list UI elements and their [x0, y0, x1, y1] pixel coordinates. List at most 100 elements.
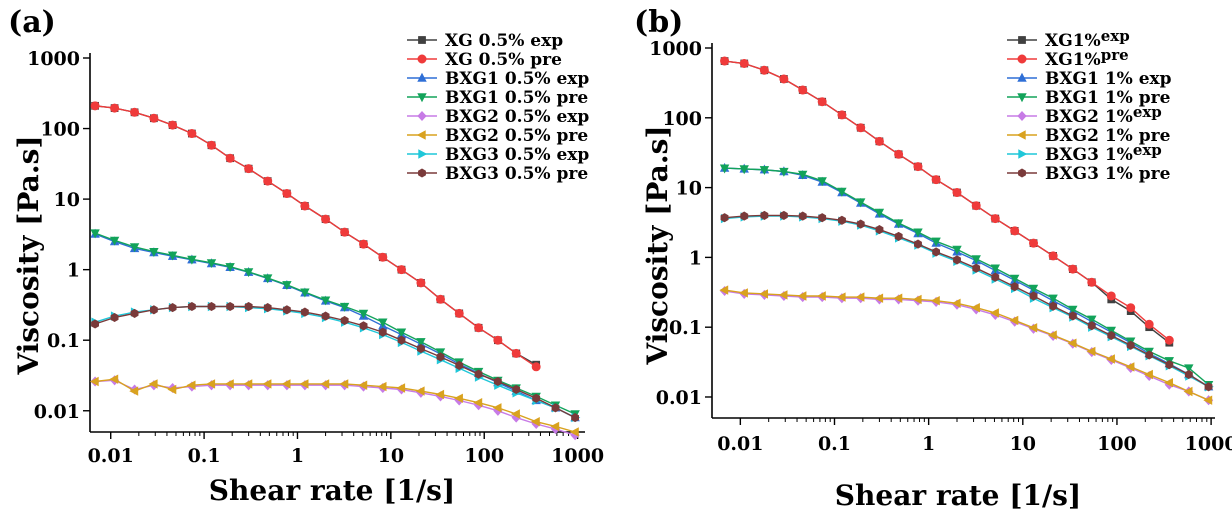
- data-point: [531, 362, 541, 372]
- data-point: [1086, 346, 1096, 357]
- data-point: [1165, 360, 1174, 370]
- data-point: [970, 303, 980, 313]
- data-point: [779, 167, 789, 177]
- panel-label-a: (a): [8, 5, 56, 40]
- data-point: [893, 293, 903, 303]
- data-point: [207, 301, 216, 312]
- legend-label: BXG3 1%exp: [1045, 141, 1162, 165]
- series-line: [94, 305, 576, 419]
- series-bxg3-0-5-exp-a: [91, 301, 581, 423]
- legend-item: BXG3 1%exp: [1007, 141, 1162, 165]
- data-point: [110, 103, 120, 113]
- data-point: [453, 393, 463, 403]
- legend-marker: [417, 72, 427, 82]
- data-point: [340, 315, 349, 326]
- data-point: [837, 187, 847, 197]
- data-point: [300, 288, 310, 298]
- data-point: [109, 236, 120, 246]
- data-point: [225, 153, 235, 163]
- data-point: [856, 198, 866, 208]
- x-tick-label: 1: [291, 445, 304, 467]
- data-point: [435, 389, 445, 400]
- x-tick-label: 1: [922, 433, 935, 455]
- data-point: [186, 380, 196, 390]
- data-point: [798, 170, 808, 180]
- data-point: [244, 301, 253, 312]
- legend-item: XG1%pre: [1007, 46, 1129, 70]
- x-tick-label: 0.01: [88, 445, 134, 467]
- data-point: [991, 272, 1000, 282]
- legend-label: XG1%exp: [1045, 27, 1130, 51]
- data-point: [167, 384, 177, 395]
- data-point: [512, 384, 521, 395]
- data-point: [492, 403, 502, 413]
- series-bxg1-1-exp-b: [719, 162, 1214, 391]
- data-point: [951, 298, 961, 308]
- chart-panel-a: (a) Viscosity [Pa.s] Shear rate [1/s] 0.…: [8, 5, 604, 507]
- data-point: [282, 305, 291, 315]
- data-point: [1049, 301, 1058, 311]
- data-point: [1029, 291, 1038, 301]
- data-point: [224, 379, 234, 389]
- data-point: [282, 189, 292, 199]
- legend-marker: [1018, 36, 1026, 44]
- x-tick-label: 100: [1097, 433, 1137, 455]
- data-point: [1047, 330, 1057, 340]
- data-point: [798, 211, 807, 221]
- legend-marker: [1017, 93, 1027, 103]
- data-point: [952, 188, 962, 198]
- legend-marker: [1016, 130, 1026, 140]
- data-point: [244, 164, 254, 174]
- x-tick-label: 1000: [1185, 433, 1232, 455]
- data-point: [226, 301, 235, 312]
- data-point: [436, 352, 445, 362]
- legend-label: BXG1 1% pre: [1045, 88, 1171, 108]
- data-point: [1105, 354, 1115, 364]
- y-tick-label: 10: [54, 189, 80, 211]
- legend-item: BXG3 0.5% exp: [407, 145, 589, 165]
- data-point: [912, 294, 922, 305]
- data-point: [1164, 335, 1174, 345]
- data-point: [454, 308, 464, 318]
- data-point: [474, 323, 484, 333]
- data-point: [263, 176, 273, 186]
- data-point: [530, 417, 540, 427]
- data-point: [952, 245, 962, 255]
- data-point: [817, 97, 827, 107]
- data-point: [894, 149, 904, 159]
- y-tick-label: 10: [676, 178, 702, 200]
- legend-label: BXG2 1%exp: [1045, 103, 1162, 127]
- data-point: [511, 348, 521, 358]
- y-tick-label: 0.1: [669, 317, 702, 339]
- data-point: [474, 369, 483, 379]
- legend-label: BXG3 0.5% pre: [445, 164, 588, 184]
- x-axis-title-a: Shear rate [1/s]: [209, 474, 455, 507]
- data-point: [739, 58, 749, 68]
- x-tick-label: 100: [464, 445, 504, 467]
- data-point: [1087, 277, 1097, 287]
- legend-item: XG 0.5% pre: [407, 50, 562, 70]
- y-tick-label: 100: [40, 119, 80, 141]
- data-point: [1010, 282, 1019, 292]
- data-point: [129, 243, 140, 253]
- data-point: [359, 239, 369, 249]
- data-point: [740, 211, 749, 221]
- data-point: [263, 274, 273, 284]
- data-point: [856, 123, 866, 133]
- y-tick-label: 0.01: [656, 387, 702, 409]
- legend-label: BXG2 0.5% pre: [445, 126, 588, 146]
- legend-label: XG 0.5% exp: [445, 31, 563, 51]
- y-tick-label: 0.01: [34, 401, 80, 423]
- y-tick-label: 100: [662, 108, 702, 130]
- data-point: [719, 164, 730, 174]
- data-point: [1028, 323, 1038, 333]
- data-point: [569, 427, 579, 437]
- data-point: [1143, 369, 1153, 380]
- data-point: [874, 136, 884, 146]
- series-bxg2-0-5-pre-a: [89, 374, 579, 437]
- data-point: [837, 215, 846, 225]
- data-point: [167, 251, 178, 261]
- data-point: [358, 380, 368, 390]
